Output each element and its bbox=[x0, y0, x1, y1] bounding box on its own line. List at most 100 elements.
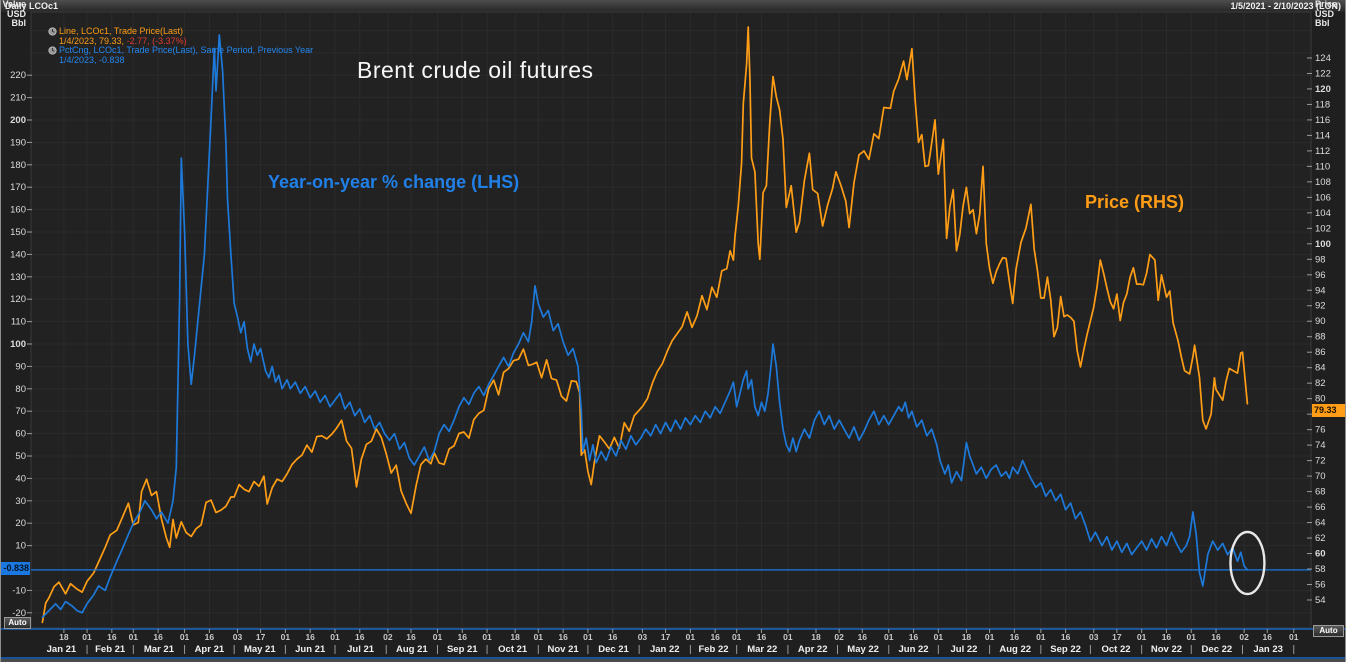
chart-title: Brent crude oil futures bbox=[357, 57, 594, 83]
gridlines bbox=[30, 11, 1312, 629]
x-axis-day-label: 01 bbox=[884, 632, 894, 642]
right-axis-tick-label: 122 bbox=[1315, 68, 1331, 79]
x-axis-day-label: 01 bbox=[534, 632, 544, 642]
yoy-last-value-flag: -0.838 bbox=[1, 562, 30, 575]
x-axis-day-label: 01 bbox=[732, 632, 742, 642]
left-axis-tick-label: -20 bbox=[12, 608, 26, 619]
right-axis-tick-label: 82 bbox=[1315, 378, 1326, 389]
plot-background bbox=[31, 12, 1311, 628]
date-range-label: 1/5/2021 - 2/10/2023 (LON) bbox=[1230, 1, 1341, 11]
left-axis-auto-button[interactable]: Auto bbox=[4, 617, 31, 629]
x-axis-day-label: 17 bbox=[661, 632, 671, 642]
x-axis-month-label: Jul 22 bbox=[950, 644, 977, 655]
right-axis-tick-label: 120 bbox=[1315, 84, 1331, 95]
legend-row-pctcng[interactable]: PctCng, LCOc1, Trade Price(Last), Same P… bbox=[48, 45, 314, 56]
right-axis-tick-label: 74 bbox=[1315, 440, 1326, 451]
left-axis-tick-label: 100 bbox=[10, 339, 26, 350]
x-axis-month-label: Jul 21 bbox=[347, 644, 375, 655]
left-axis-units: Value USD Bbl bbox=[1, 0, 26, 29]
left-axis: 220 210 200 190 180 170 160 150 140 130 120 110 100 9… bbox=[10, 70, 32, 619]
x-axis-month-label: Jan 23 bbox=[1253, 644, 1283, 655]
legend-price-value: 1/4/2023, 79.33, bbox=[59, 35, 125, 46]
x-axis-month-label: Mar 22 bbox=[747, 644, 777, 655]
x-axis-day-label: 16 bbox=[205, 632, 215, 642]
x-axis-day-label: 02 bbox=[834, 632, 844, 642]
x-axis-day-label: 16 bbox=[1061, 632, 1071, 642]
right-axis-tick-label: 76 bbox=[1315, 425, 1326, 436]
right-axis-tick-label: 60 bbox=[1315, 549, 1326, 560]
left-axis-tick-label: 220 bbox=[10, 70, 26, 81]
right-axis-tick-label: 108 bbox=[1315, 177, 1331, 188]
x-axis-month-label: Oct 22 bbox=[1102, 644, 1131, 655]
x-axis-month-label: Jan 22 bbox=[650, 644, 680, 655]
x-axis-day-label: 16 bbox=[1010, 632, 1020, 642]
right-axis-tick-label: 90 bbox=[1315, 316, 1326, 327]
titlebar: Daily LCOc1 1/5/2021 - 2/10/2023 (LON) bbox=[1, 0, 1345, 12]
x-axis-month-label: May 22 bbox=[847, 644, 879, 655]
x-axis-month-label: Aug 21 bbox=[396, 644, 428, 655]
x-axis-day-label: 01 bbox=[934, 632, 944, 642]
x-axis[interactable]: 18 01 16 01 16 01 16 03 17 01 16 01 16 02 16 01 16 01 18 01… bbox=[47, 629, 1299, 655]
x-axis-month-label: Dec 22 bbox=[1202, 644, 1233, 655]
x-axis-month-label: Nov 21 bbox=[548, 644, 580, 655]
x-axis-day-label: 01 bbox=[82, 632, 92, 642]
x-axis-day-label: 02 bbox=[1239, 632, 1249, 642]
left-axis-tick-label: 30 bbox=[15, 496, 26, 507]
x-axis-day-label: 16 bbox=[558, 632, 568, 642]
right-axis: 124 122 120 118 116 114 112 110 108 106 104 102 100 9… bbox=[1307, 53, 1331, 606]
right-axis-unit-bbl: Bbl bbox=[1315, 18, 1330, 28]
chart-line-yoy bbox=[41, 34, 1249, 619]
highlight-ellipse-annotation bbox=[1229, 530, 1266, 596]
legend-row-pctcng-values: 1/4/2023, -0.838 bbox=[48, 55, 313, 66]
left-axis-tick-label: 110 bbox=[11, 317, 26, 328]
left-axis-tick-label: 90 bbox=[15, 361, 26, 372]
right-axis-tick-label: 80 bbox=[1315, 394, 1326, 405]
left-axis-unit-bbl: Bbl bbox=[11, 18, 27, 28]
x-axis-month-label: Jun 21 bbox=[295, 644, 326, 655]
left-axis-tick-label: 140 bbox=[10, 249, 26, 260]
x-axis-month-label: Sep 22 bbox=[1050, 644, 1081, 655]
chart-id-label: Daily LCOc1 bbox=[5, 1, 59, 11]
x-axis-day-label: 16 bbox=[107, 632, 117, 642]
left-axis-tick-label: -10 bbox=[12, 585, 26, 596]
x-axis-day-label: 01 bbox=[1137, 632, 1147, 642]
right-axis-tick-label: 72 bbox=[1315, 456, 1326, 467]
x-axis-day-label: 01 bbox=[1187, 632, 1197, 642]
legend-row-price[interactable]: Line, LCOc1, Trade Price(Last) bbox=[48, 26, 313, 37]
right-axis-tick-label: 114 bbox=[1315, 130, 1330, 141]
right-axis-tick-label: 86 bbox=[1315, 347, 1326, 358]
left-axis-tick-label: 200 bbox=[10, 115, 26, 126]
right-axis-tick-label: 124 bbox=[1315, 53, 1331, 64]
right-axis-tick-label: 110 bbox=[1315, 161, 1330, 172]
x-axis-day-label: 16 bbox=[710, 632, 720, 642]
right-axis-unit-usd: USD bbox=[1315, 8, 1335, 19]
left-axis-tick-label: 120 bbox=[10, 294, 26, 305]
x-axis-day-label: 18 bbox=[962, 632, 972, 642]
legend-price-name: Line, LCOc1, Trade Price(Last) bbox=[59, 26, 184, 36]
chart-line-price bbox=[41, 26, 1249, 624]
x-axis-day-label: 16 bbox=[153, 632, 163, 642]
right-axis-tick-label: 70 bbox=[1315, 471, 1326, 482]
left-axis-tick-label: 130 bbox=[10, 272, 26, 283]
legend-pctcng-name: PctCng, LCOc1, Trade Price(Last), Same P… bbox=[59, 45, 314, 55]
x-axis-month-label: Sep 21 bbox=[447, 644, 478, 655]
right-axis-tick-label: 104 bbox=[1315, 208, 1331, 219]
x-axis-day-label: 16 bbox=[1211, 632, 1221, 642]
x-axis-month-label: Jun 22 bbox=[898, 644, 928, 655]
x-axis-day-label: 16 bbox=[1162, 632, 1172, 642]
x-axis-day-label: 03 bbox=[1089, 632, 1099, 642]
x-axis-day-label: 16 bbox=[355, 632, 365, 642]
x-axis-day-label: 16 bbox=[1263, 632, 1273, 642]
left-axis-tick-label: 180 bbox=[10, 160, 26, 171]
x-axis-day-label: 01 bbox=[330, 632, 340, 642]
right-axis-tick-label: 54 bbox=[1315, 595, 1326, 606]
x-axis-month-label: Oct 21 bbox=[498, 644, 528, 655]
left-axis-tick-label: 150 bbox=[10, 227, 26, 238]
x-axis-day-label: 16 bbox=[909, 632, 919, 642]
right-axis-tick-label: 66 bbox=[1315, 502, 1326, 513]
right-axis-auto-button[interactable]: Auto bbox=[1313, 625, 1344, 637]
x-axis-day-label: 17 bbox=[256, 632, 266, 642]
right-axis-tick-label: 112 bbox=[1315, 146, 1330, 157]
